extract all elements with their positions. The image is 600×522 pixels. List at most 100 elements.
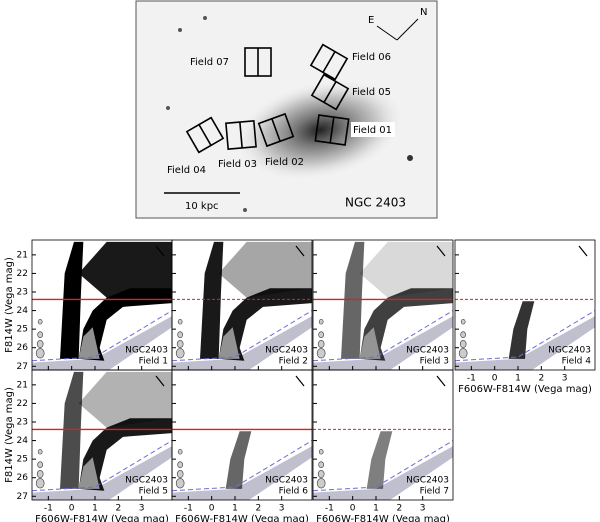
panel-frame — [312, 369, 454, 501]
error-ellipse — [177, 331, 183, 339]
x-tick-label: 2 — [538, 374, 544, 384]
y-tick-label: 27 — [17, 492, 28, 502]
completeness-line — [172, 440, 312, 492]
star — [166, 106, 170, 110]
plot-area — [455, 298, 595, 370]
reddening-arrow — [295, 245, 305, 257]
panel-field: Field 2 — [279, 357, 308, 367]
star — [407, 155, 413, 161]
y-tick-label: 22 — [17, 399, 28, 409]
error-ellipse — [35, 478, 45, 489]
y-tick-label: 25 — [17, 455, 28, 465]
error-ellipse — [175, 348, 185, 359]
star — [178, 28, 182, 32]
object-label: NGC 2403 — [345, 196, 406, 210]
label-box — [351, 122, 395, 137]
error-ellipse — [36, 340, 44, 348]
reddening-arrow — [436, 245, 446, 257]
y-tick-label: 23 — [17, 418, 28, 428]
plot-area — [172, 241, 312, 370]
panel-galaxy: NGC2403 — [265, 346, 308, 356]
y-tick-label: 25 — [17, 325, 28, 335]
error-ellipse — [177, 449, 183, 455]
panel-field: Field 5 — [139, 487, 168, 497]
x-tick-label: 3 — [139, 504, 145, 514]
rgb-region — [359, 288, 453, 361]
reddening-arrow — [295, 375, 305, 387]
completeness-line — [455, 310, 595, 362]
error-ellipse — [316, 478, 326, 489]
error-ellipse — [318, 331, 324, 339]
panel-galaxy: NGC2403 — [125, 346, 168, 356]
panel-galaxy: NGC2403 — [406, 346, 449, 356]
x-tick-label: -1 — [184, 504, 193, 514]
field-label: Field 05 — [352, 87, 391, 98]
field-label: Field 04 — [167, 165, 206, 176]
blue-plume-region — [60, 371, 84, 489]
panel-galaxy: NGC2403 — [265, 476, 308, 486]
field-label: Field 02 — [265, 157, 304, 168]
density-core — [78, 327, 100, 359]
field-label: Field 06 — [352, 52, 391, 63]
error-ellipse — [318, 319, 324, 325]
y-tick-label: 23 — [17, 288, 28, 298]
blue-plume-region — [200, 241, 224, 359]
agb-region — [78, 371, 172, 428]
completeness-line — [32, 310, 172, 362]
error-ellipse — [317, 470, 325, 478]
blue-plume-region — [341, 241, 365, 359]
error-ellipse — [318, 449, 324, 455]
panel-field: Field 7 — [420, 487, 449, 497]
rgb-region — [225, 431, 252, 489]
error-ellipse — [460, 319, 466, 325]
x-tick-label: 0 — [492, 374, 498, 384]
error-ellipse — [176, 470, 184, 478]
panel-galaxy: NGC2403 — [125, 476, 168, 486]
field-label: Field 07 — [190, 57, 229, 68]
error-ellipse — [37, 319, 43, 325]
x-tick-label: -1 — [325, 504, 334, 514]
x-axis-label: F606W-F814W (Vega mag) — [316, 514, 450, 522]
plot-area — [32, 241, 172, 370]
x-tick-label: 2 — [396, 504, 402, 514]
field-footprints — [185, 43, 350, 154]
x-tick-label: 2 — [255, 504, 261, 514]
x-tick-label: -1 — [467, 374, 476, 384]
y-tick-label: 24 — [17, 306, 29, 316]
error-ellipse — [316, 348, 326, 359]
field-label: Field 01 — [353, 125, 392, 136]
panel-field: Field 4 — [562, 357, 592, 367]
x-tick-label: 3 — [279, 504, 285, 514]
x-axis-label: F606W-F814W (Vega mag) — [175, 514, 309, 522]
error-ellipse — [35, 348, 45, 359]
x-tick-label: 3 — [420, 504, 426, 514]
x-axis-label: F606W-F814W (Vega mag) — [458, 384, 592, 395]
error-ellipse — [317, 340, 325, 348]
incompleteness-region — [455, 316, 595, 370]
error-ellipse — [458, 348, 468, 359]
error-ellipse — [460, 331, 466, 339]
x-tick-label: -1 — [44, 504, 53, 514]
x-axis-label: F606W-F814W (Vega mag) — [35, 514, 169, 522]
y-tick-label: 22 — [17, 269, 28, 279]
error-ellipse — [175, 478, 185, 489]
plot-area — [32, 371, 172, 500]
completeness-line — [172, 310, 312, 362]
reddening-arrow — [155, 375, 165, 387]
error-ellipse — [37, 331, 43, 339]
x-tick-label: 1 — [92, 504, 98, 514]
y-tick-label: 27 — [17, 362, 28, 372]
blue-plume-region — [60, 241, 84, 359]
y-tick-label: 24 — [17, 436, 29, 446]
error-ellipse — [37, 449, 43, 455]
scale-label: 10 kpc — [185, 201, 219, 212]
error-ellipse — [459, 340, 467, 348]
agb-region — [218, 241, 312, 298]
field-label: Field 03 — [218, 159, 257, 170]
error-ellipse — [176, 340, 184, 348]
completeness-line — [313, 440, 453, 492]
error-ellipse — [318, 461, 324, 469]
plot-area — [172, 428, 312, 500]
